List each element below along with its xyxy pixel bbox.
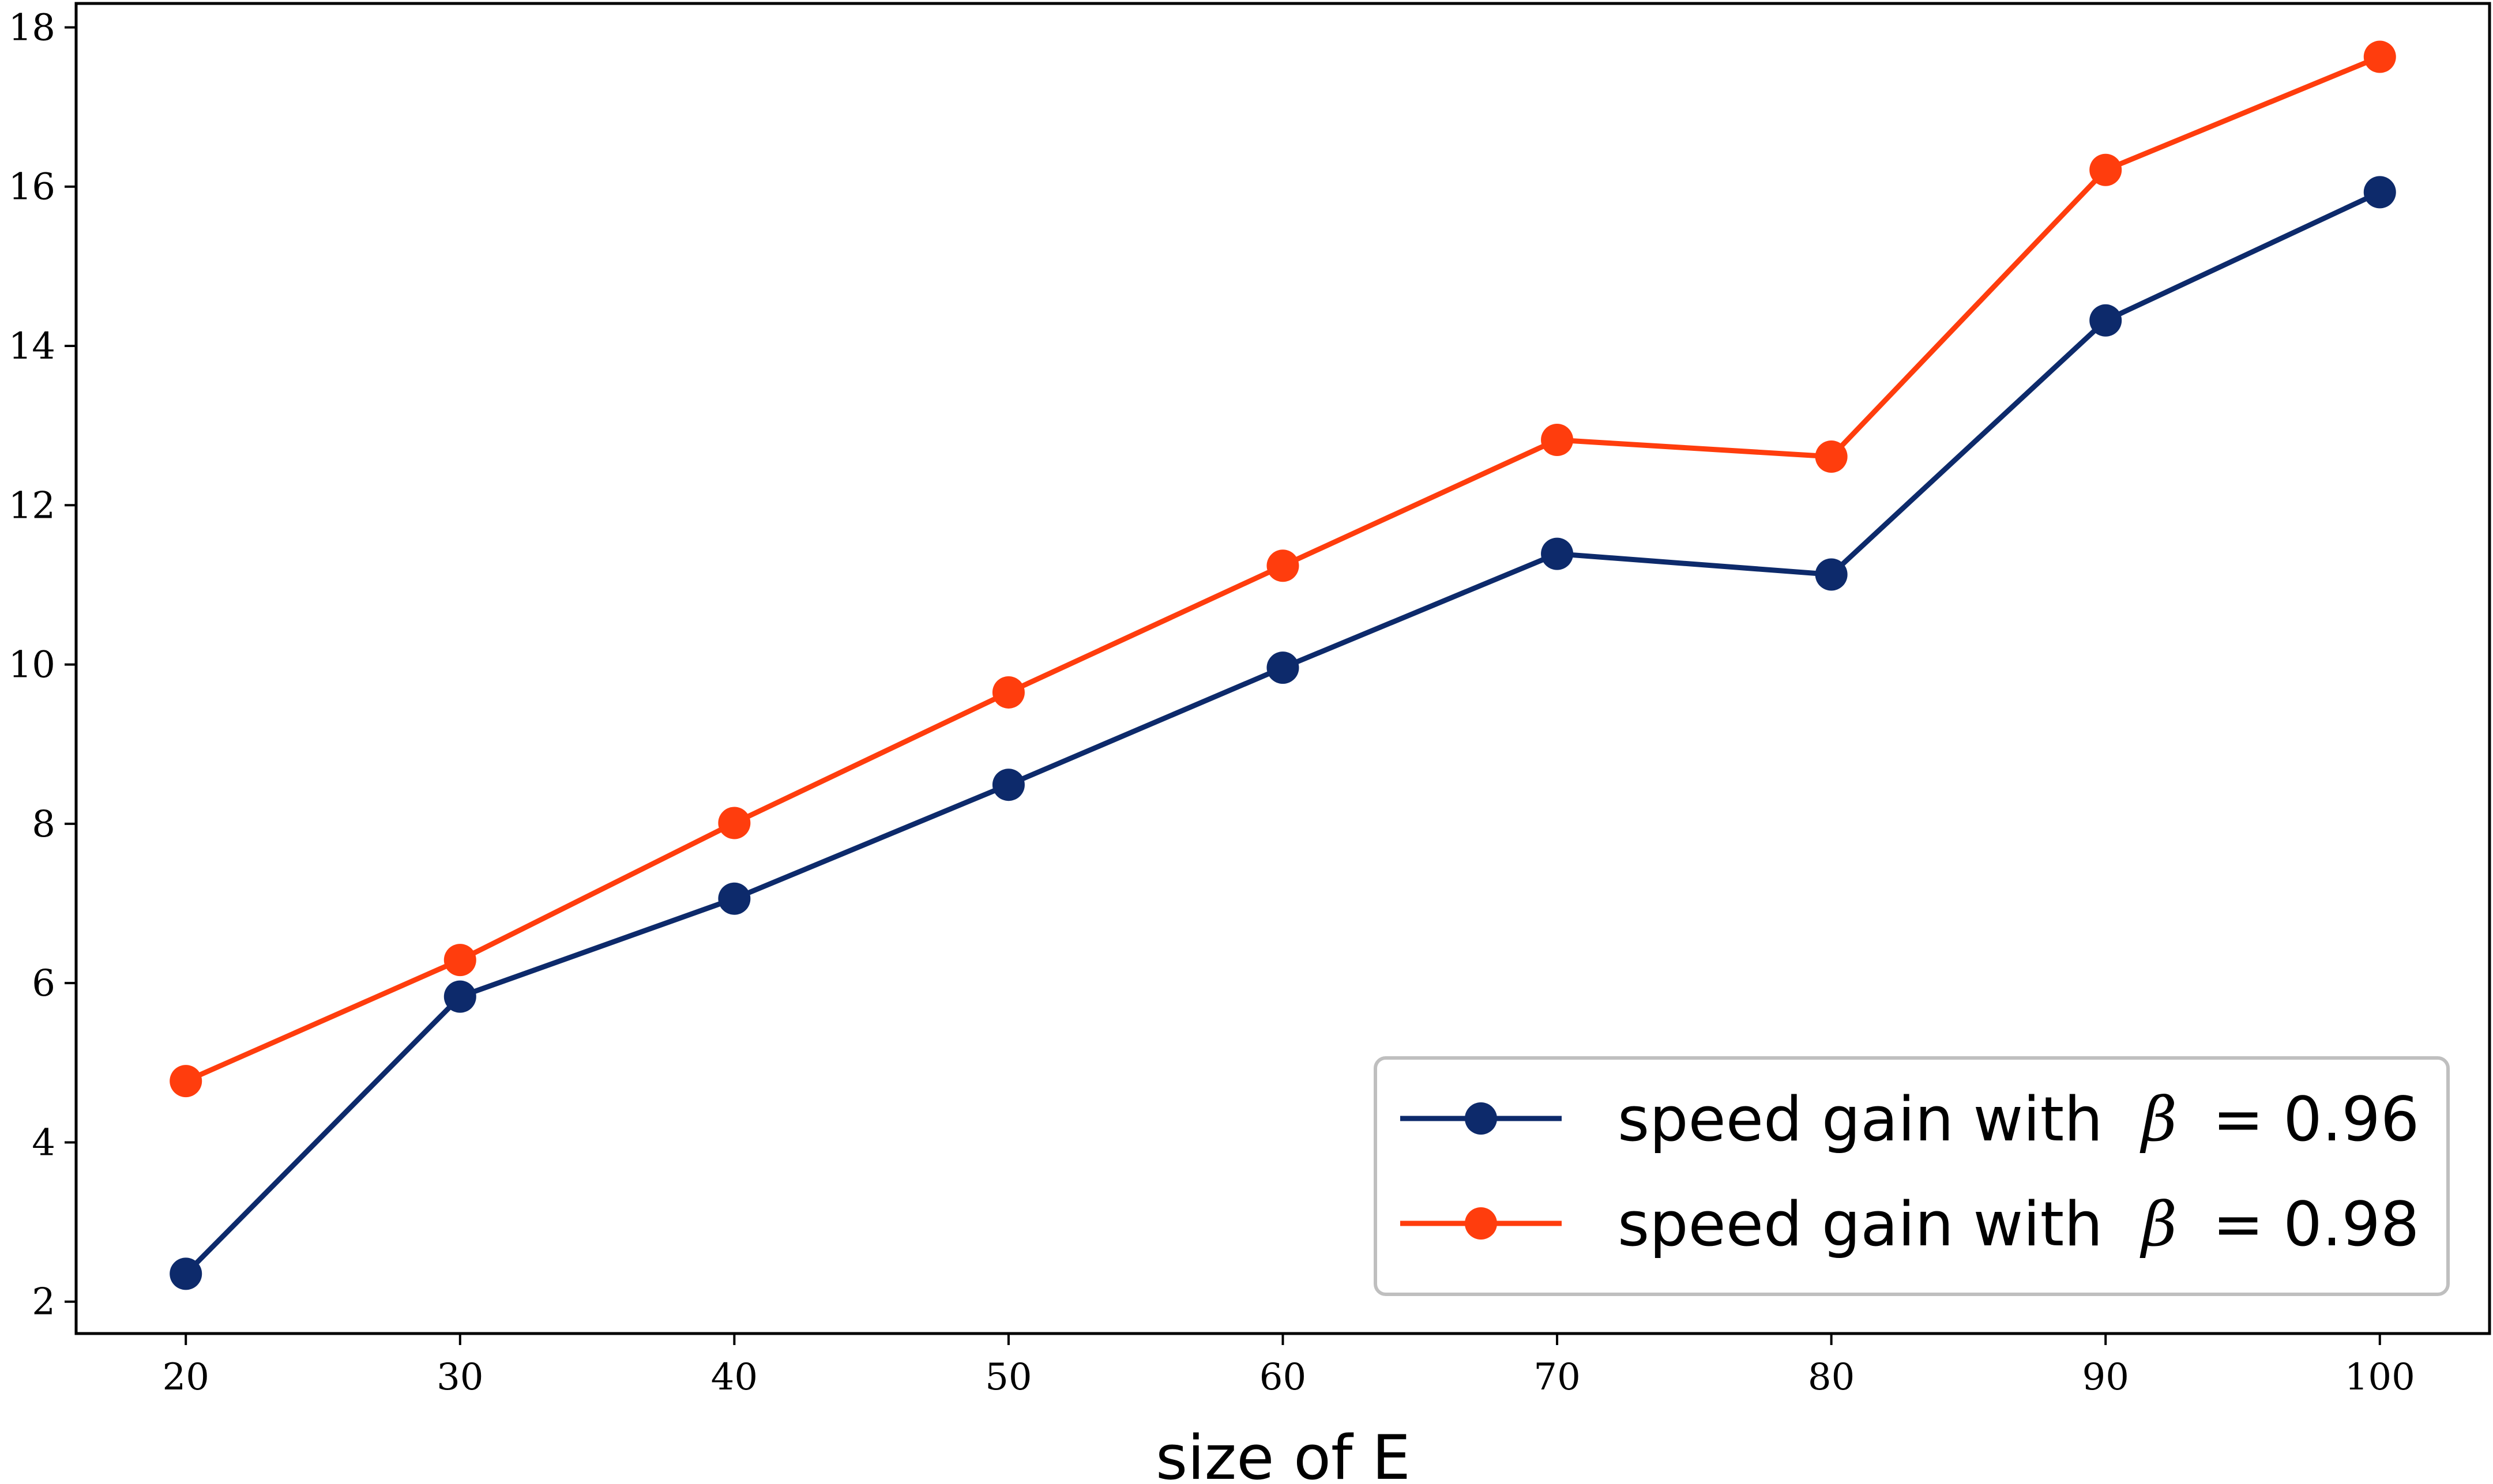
data-point [443,944,476,977]
x-axis-title: size of E [1156,1422,1411,1484]
data-point [1541,537,1574,570]
data-point [992,769,1025,801]
y-tick-label: 18 [9,6,55,49]
legend-beta-symbol: β [2139,1084,2177,1155]
data-point [2363,176,2396,209]
y-tick-label: 8 [32,803,55,846]
data-point [1266,651,1299,684]
data-point [2089,153,2122,186]
x-tick-label: 100 [2345,1356,2415,1399]
y-axis: 2 4 6 8 10 12 14 16 18 [9,6,76,1324]
x-tick-label: 70 [1533,1356,1580,1399]
legend-marker-series-2 [1465,1207,1497,1240]
data-point [1266,549,1299,582]
x-tick-label: 90 [2082,1356,2129,1399]
y-tick-label: 2 [32,1281,55,1324]
legend-label-series-2: speed gain with β = 0.98 [1618,1189,2419,1260]
x-tick-label: 20 [163,1356,209,1399]
series-layer [170,40,2396,1290]
legend-label-prefix: speed gain with [1618,1189,2122,1260]
x-axis: 20 30 40 50 60 70 80 90 100 [163,1334,2415,1399]
x-tick-label: 40 [711,1356,758,1399]
y-tick-label: 16 [9,166,55,209]
data-point [2363,40,2396,73]
y-tick-label: 10 [9,644,55,687]
legend-frame [1374,1056,2450,1296]
legend-label-series-1: speed gain with β = 0.96 [1618,1084,2419,1155]
y-tick-label: 12 [9,484,55,527]
data-point [170,1257,202,1290]
data-point [1541,424,1574,457]
x-tick-label: 60 [1259,1356,1306,1399]
legend: speed gain with β = 0.96 speed gain with… [1374,1056,2450,1296]
data-point [1815,558,1848,591]
data-point [992,676,1025,709]
data-point [718,807,751,839]
y-tick-label: 6 [32,962,55,1005]
data-point [2089,304,2122,337]
legend-label-prefix: speed gain with [1618,1084,2122,1155]
data-point [170,1065,202,1098]
legend-label-value: = 0.98 [2213,1189,2420,1260]
data-point [443,980,476,1013]
legend-marker-series-1 [1465,1102,1497,1135]
x-tick-label: 50 [985,1356,1032,1399]
x-tick-label: 80 [1808,1356,1855,1399]
data-point [718,882,751,915]
x-tick-label: 30 [437,1356,483,1399]
y-tick-label: 4 [32,1121,55,1164]
legend-label-value: = 0.96 [2213,1084,2420,1155]
y-tick-label: 14 [9,325,55,368]
data-point [1815,440,1848,473]
legend-beta-symbol: β [2139,1189,2177,1260]
